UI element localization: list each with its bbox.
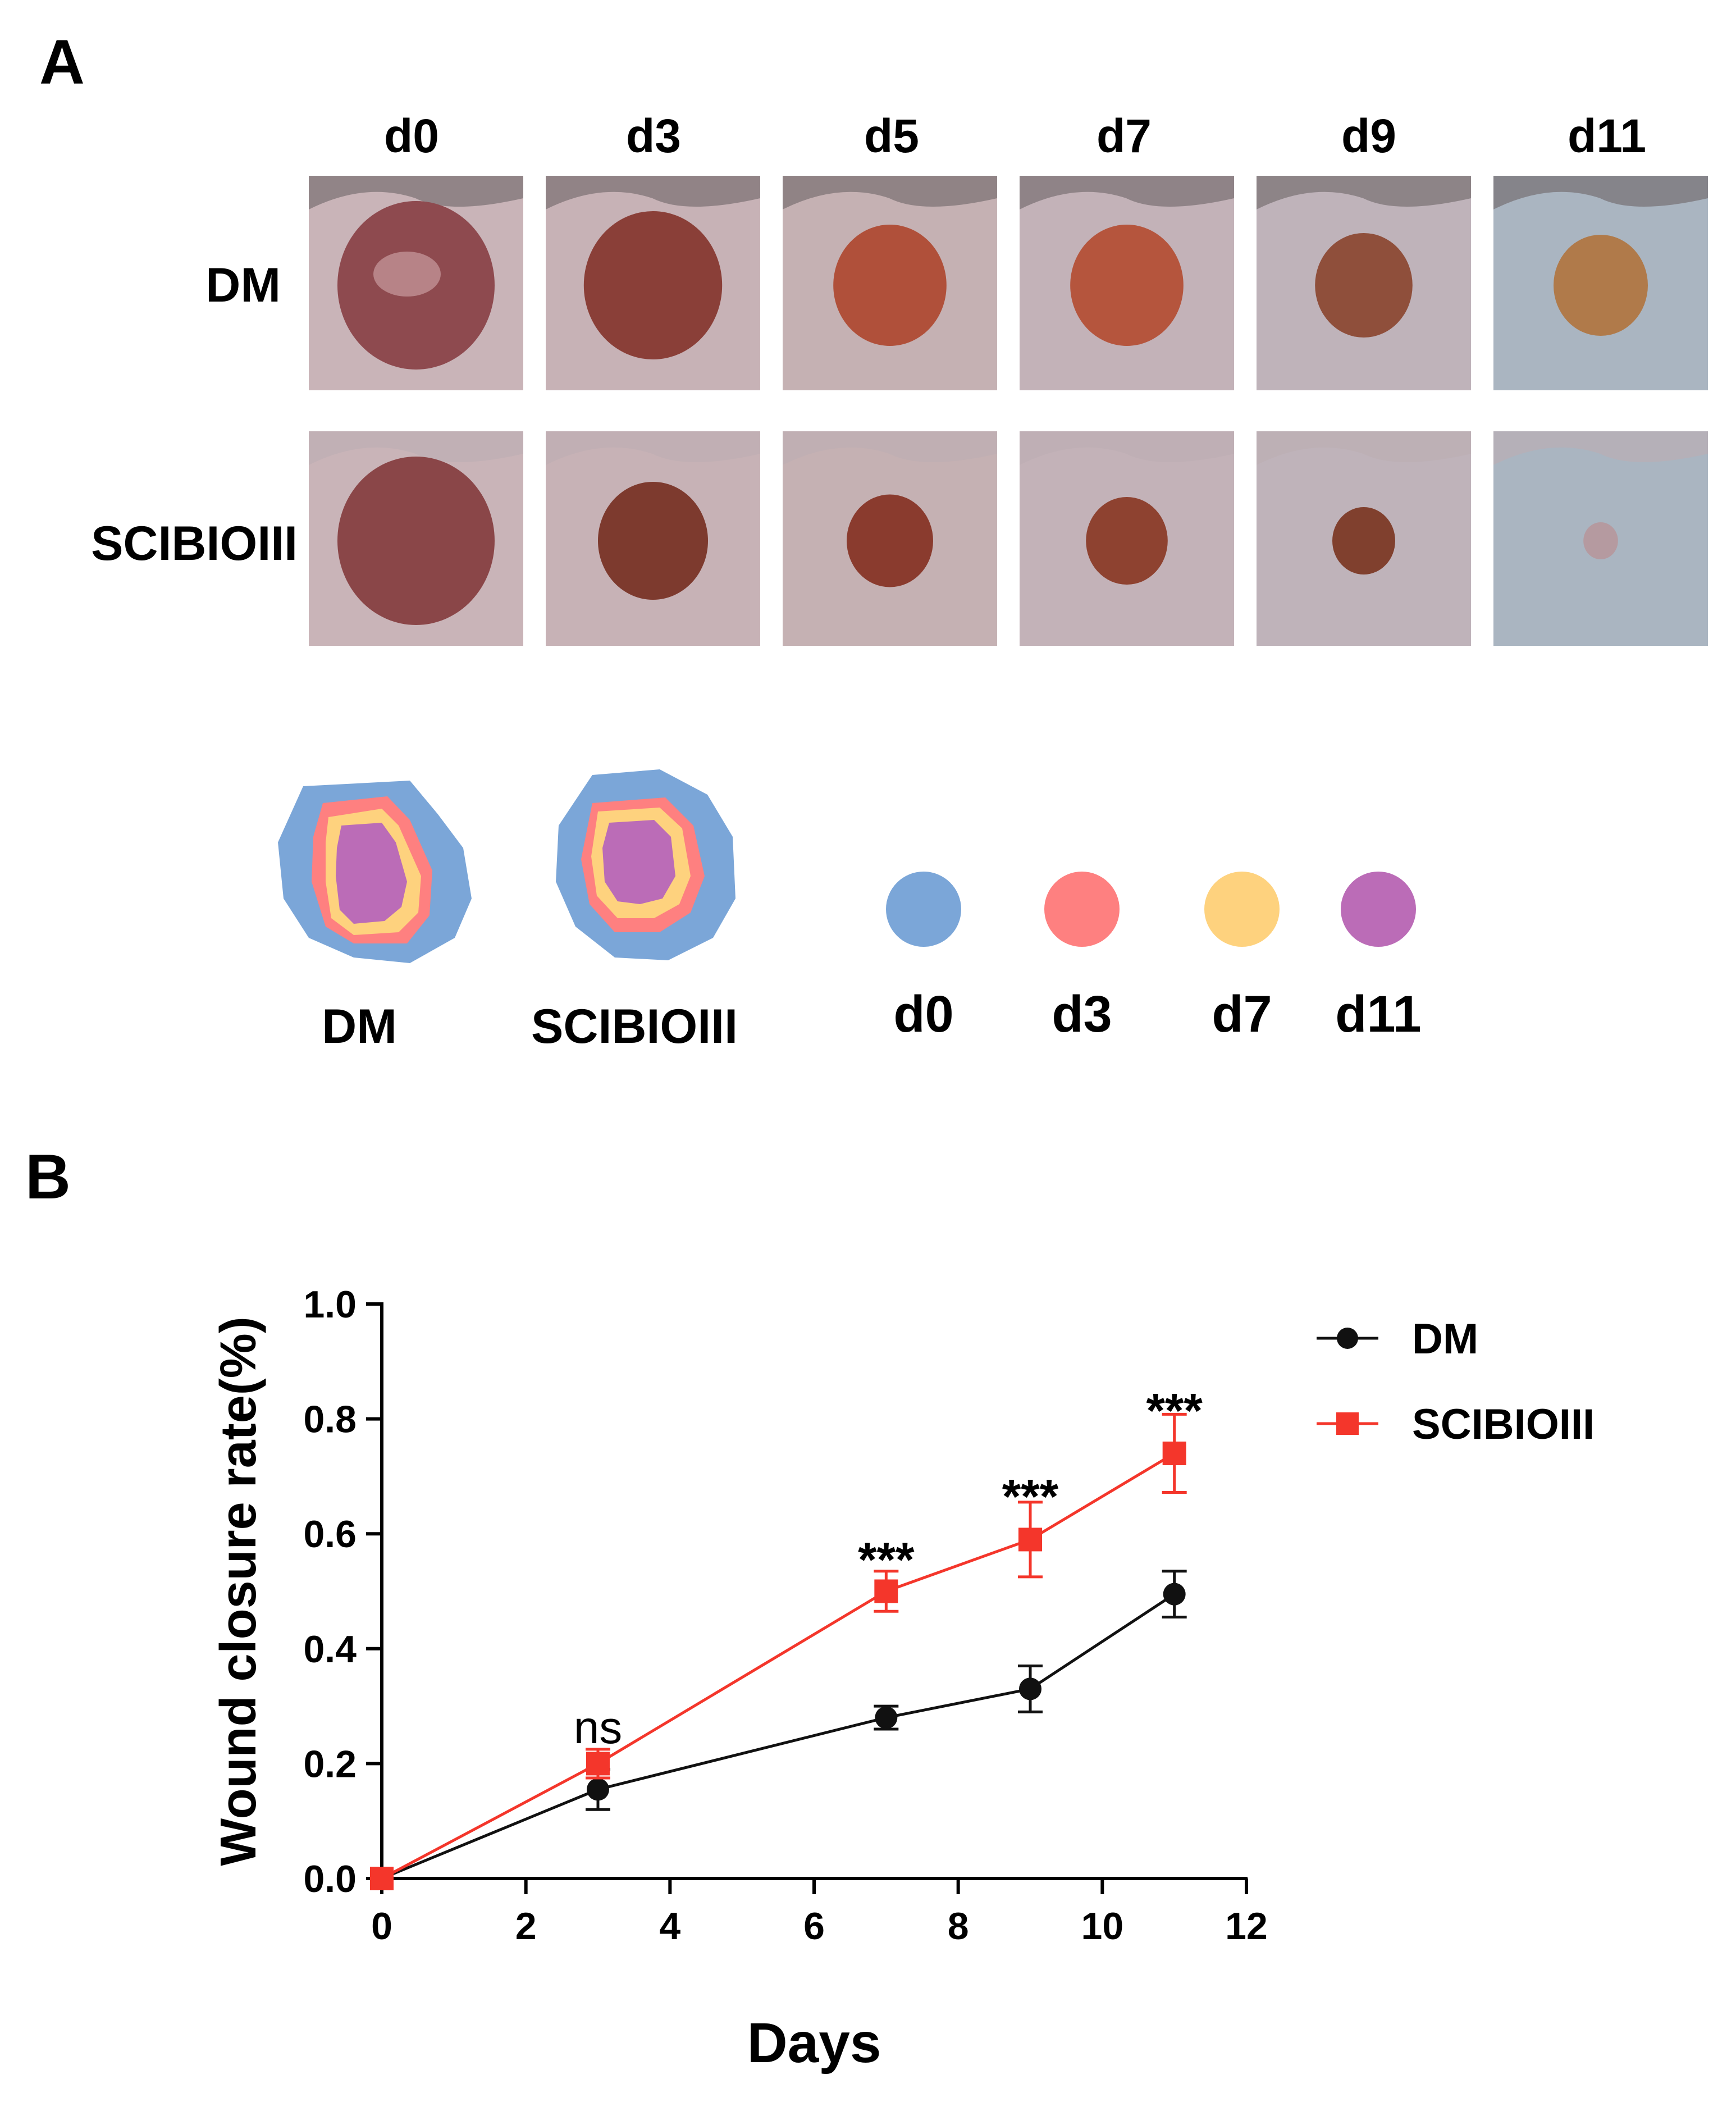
day-label-d7: d7 bbox=[1096, 110, 1152, 162]
wound-closure-chart: 0.0 0.2 0.4 0.6 0.8 1.0 0 2 4 6 8 10 12 Days Wound clo… bbox=[211, 1283, 1595, 2074]
y-tick-label: 1.0 bbox=[303, 1283, 357, 1326]
wound-photo-dm-d0 bbox=[309, 176, 523, 390]
wound-photo-dm-d9 bbox=[1257, 176, 1471, 390]
significance-annotation: ns bbox=[574, 1702, 623, 1753]
wound-trace-scibioiii bbox=[556, 769, 735, 960]
wound-photo-dm-d3 bbox=[546, 176, 760, 390]
day-label-d5: d5 bbox=[864, 110, 920, 162]
legend-label-dm: DM bbox=[1412, 1315, 1478, 1363]
trace-legend-dot-d11 bbox=[1341, 872, 1416, 947]
x-tick-label: 2 bbox=[515, 1905, 537, 1948]
x-tick-label: 10 bbox=[1081, 1905, 1124, 1948]
data-point-scibioiii bbox=[874, 1579, 898, 1603]
y-tick-label: 0.0 bbox=[303, 1858, 357, 1900]
wound-photo-scibioiii-d0 bbox=[309, 431, 523, 646]
trace-legend-label-d3: d3 bbox=[1052, 986, 1112, 1043]
y-axis-label: Wound closure rate(%) bbox=[211, 1316, 267, 1866]
trace-legend-dot-d3 bbox=[1044, 872, 1120, 947]
wound-photo-dm-d11 bbox=[1493, 176, 1708, 390]
legend-marker-scibioiii bbox=[1336, 1412, 1359, 1435]
trace-legend-dot-d0 bbox=[886, 872, 961, 947]
series-line-dm bbox=[381, 1593, 1176, 1880]
x-tick-label: 6 bbox=[803, 1905, 825, 1948]
data-point-dm bbox=[587, 1778, 609, 1801]
y-tick-label: 0.2 bbox=[303, 1743, 357, 1785]
trace-legend-label-d0: d0 bbox=[893, 986, 954, 1043]
wound-trace-dm bbox=[278, 781, 472, 963]
x-tick-label: 0 bbox=[371, 1905, 392, 1948]
row-label-scibioiii: SCIBIOIII bbox=[91, 517, 298, 571]
y-tick-label: 0.8 bbox=[303, 1398, 357, 1441]
legend-label-scibioiii: SCIBIOIII bbox=[1412, 1401, 1595, 1448]
data-point-dm bbox=[1163, 1583, 1186, 1606]
data-point-dm bbox=[1019, 1677, 1041, 1700]
data-point-scibioiii bbox=[1162, 1441, 1186, 1465]
trace-legend-label-d7: d7 bbox=[1212, 986, 1272, 1043]
day-label-d0: d0 bbox=[383, 110, 440, 162]
panel-b-label: B bbox=[25, 1142, 71, 1212]
trace-legend-dot-d7 bbox=[1204, 872, 1280, 947]
wound-photo-scibioiii-d3 bbox=[546, 431, 760, 646]
wound-photo-scibioiii-d7 bbox=[1020, 431, 1234, 646]
trace-label-dm: DM bbox=[322, 1000, 397, 1054]
wound-photo-dm-d7 bbox=[1020, 176, 1234, 390]
x-tick-label: 8 bbox=[948, 1905, 969, 1948]
y-tick-label: 0.4 bbox=[303, 1628, 357, 1671]
day-label-d3: d3 bbox=[625, 110, 682, 162]
trace-legend-label-d11: d11 bbox=[1335, 986, 1422, 1043]
data-point-scibioiii bbox=[1018, 1528, 1042, 1552]
row-label-dm: DM bbox=[205, 258, 281, 312]
data-point-dm bbox=[875, 1706, 898, 1729]
data-point-scibioiii bbox=[370, 1867, 394, 1890]
x-axis-label: Days bbox=[747, 2012, 881, 2074]
x-tick-label: 12 bbox=[1225, 1905, 1268, 1948]
significance-annotation: *** bbox=[1002, 1470, 1059, 1524]
significance-annotation: *** bbox=[1146, 1384, 1203, 1438]
trace-label-scibioiii: SCIBIOIII bbox=[531, 1000, 738, 1054]
day-label-d11: d11 bbox=[1567, 110, 1647, 162]
wound-photo-scibioiii-d11 bbox=[1493, 431, 1708, 646]
wound-photo-scibioiii-d9 bbox=[1257, 431, 1471, 646]
wound-photo-scibioiii-d5 bbox=[783, 431, 997, 646]
significance-annotation: *** bbox=[858, 1533, 915, 1587]
panel-a-label: A bbox=[39, 27, 85, 97]
y-tick-label: 0.6 bbox=[303, 1513, 357, 1556]
x-tick-label: 4 bbox=[659, 1905, 680, 1948]
day-label-d9: d9 bbox=[1341, 110, 1397, 162]
legend-marker-dm bbox=[1337, 1328, 1358, 1349]
wound-photo-dm-d5 bbox=[783, 176, 997, 390]
data-point-scibioiii bbox=[586, 1752, 610, 1776]
